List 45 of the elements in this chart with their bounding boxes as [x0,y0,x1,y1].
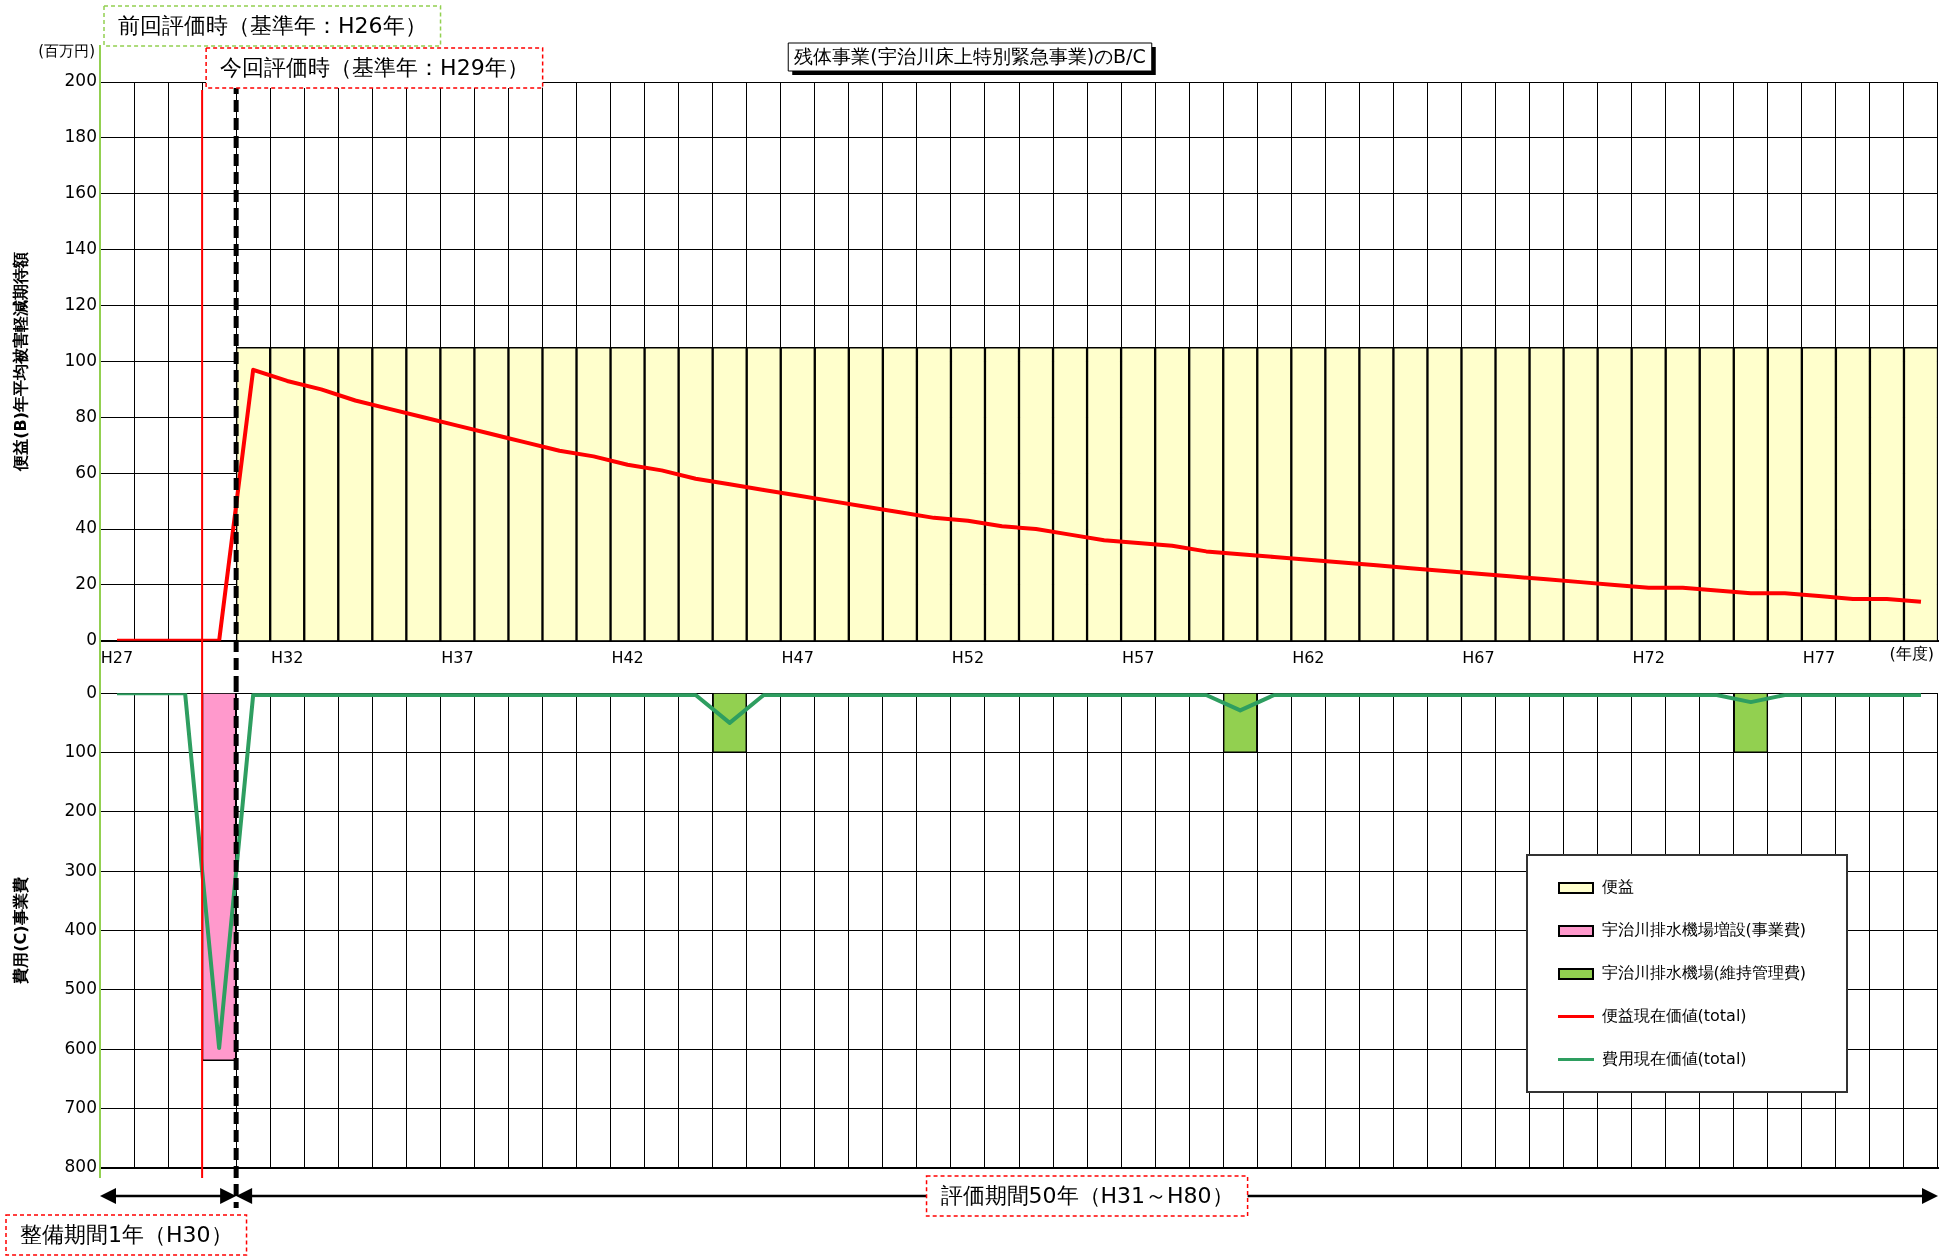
y-tick-label: 160 [64,182,97,203]
x-tick-label: H27 [100,647,134,667]
text: (百万円) [38,42,95,61]
y-tick-label: 600 [64,1037,97,1058]
y-tick-label: 80 [75,405,97,426]
x-tick-label: H77 [1802,647,1836,667]
legend-label: 便益 [1601,877,1634,898]
y-tick-label: 400 [64,919,97,940]
y-tick-label: 100 [64,349,97,370]
y-tick-label: 0 [86,681,97,702]
y-axis-title: 費用(C)事業費 [10,877,30,985]
y-tick-label: 60 [75,461,97,482]
text: 前回評価時（基準年：H26年） [118,12,427,38]
y-tick-label: 180 [64,126,97,147]
y-tick-label: 800 [64,1156,97,1177]
text: 整備期間1年（H30） [20,1221,233,1247]
x-tick-label: H57 [1121,647,1155,667]
x-tick-label: H37 [441,647,474,667]
x-tick-label: H67 [1462,647,1495,667]
x-tick-label: H62 [1292,647,1325,667]
y-axis-title: 便益(B)年平均被害軽減期待額 [10,251,30,472]
x-tick-label: H52 [951,647,985,667]
x-tick-label: H47 [781,647,814,667]
y-tick-label: 700 [64,1097,97,1118]
x-tick-label: H42 [611,647,644,667]
y-tick-label: 300 [64,859,97,880]
y-tick-label: 140 [64,238,97,259]
text: 今回評価時（基準年：H29年） [220,54,529,80]
y-tick-label: 0 [86,629,97,650]
legend-label: 費用現在価値(total) [1601,1049,1747,1070]
legend-label: 宇治川排水機場増設(事業費) [1601,920,1806,941]
text: 評価期間50年（H31～H80） [940,1182,1234,1208]
y-tick-label: 500 [64,978,97,999]
y-tick-label: 200 [64,800,97,821]
legend-label: 宇治川排水機場(維持管理費) [1601,963,1806,984]
y-tick-label: 200 [64,70,97,91]
y-tick-label: 100 [64,740,97,761]
x-axis-title: (年度) [1889,643,1934,663]
chart-title: 残体事業(宇治川床上特別緊急事業)のB/C [794,44,1146,67]
legend-label: 便益現在価値(total) [1601,1006,1747,1027]
y-tick-label: 20 [75,573,97,594]
x-tick-label: H72 [1632,647,1665,667]
y-tick-label: 120 [64,293,97,314]
x-tick-label: H32 [271,647,304,667]
y-tick-label: 40 [75,517,97,538]
